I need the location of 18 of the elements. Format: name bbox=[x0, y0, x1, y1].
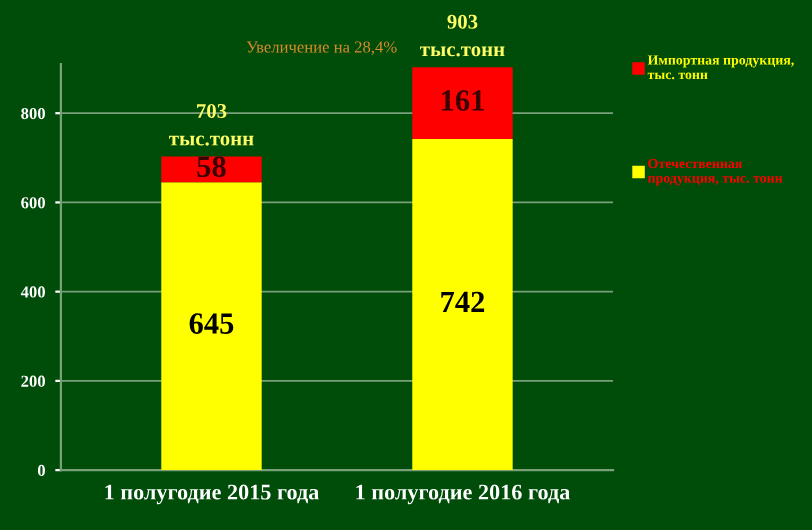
text: Увеличение на 28,4% bbox=[246, 41, 397, 56]
bar bbox=[412, 67, 513, 140]
total-label: 703 тыс.тонн bbox=[169, 103, 254, 146]
data-label: 742 bbox=[441, 291, 485, 312]
bar bbox=[161, 156, 262, 183]
y-tick-label: 200 bbox=[21, 375, 45, 387]
x-tick-label: 1 полугодие 2016 года bbox=[356, 484, 570, 505]
bar bbox=[412, 139, 513, 471]
total-label: 903 тыс.тонн bbox=[420, 14, 505, 57]
y-tick-label: 600 bbox=[21, 197, 45, 209]
y-tick-label: 0 bbox=[37, 464, 45, 477]
data-label: 161 bbox=[442, 90, 484, 111]
y-tick-label: 400 bbox=[20, 286, 45, 298]
data-label: 645 bbox=[189, 313, 234, 334]
y-tick-label: 800 bbox=[21, 107, 45, 120]
data-label: 58 bbox=[197, 156, 226, 178]
x-tick-label: 1 полугодие 2015 года bbox=[105, 484, 319, 505]
bar bbox=[161, 182, 262, 471]
